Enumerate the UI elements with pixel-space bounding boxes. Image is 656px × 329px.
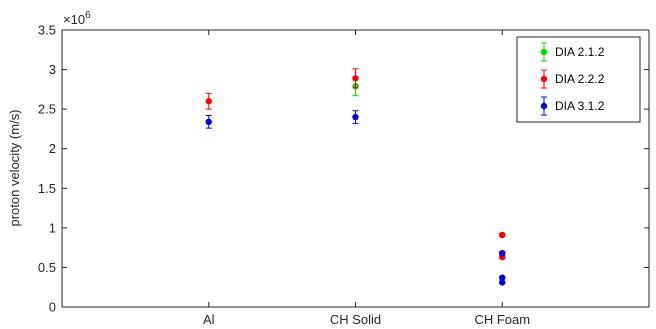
data-marker (499, 231, 506, 239)
y-axis-multiplier-base: ×10 (63, 12, 85, 27)
legend-item: DIA 3.1.2 (540, 96, 605, 116)
y-axis-label: proton velocity (m/s) (7, 109, 22, 226)
data-marker (499, 274, 506, 281)
legend: DIA 2.1.2 DIA 2.2.2 DIA 3.1.2 (516, 36, 641, 123)
legend-item: DIA 2.1.2 (540, 42, 605, 62)
y-tick-label: 2 (49, 141, 56, 156)
data-point (499, 279, 506, 286)
data-point (352, 68, 359, 89)
y-tick-label: 2.5 (38, 102, 56, 117)
data-point (205, 114, 212, 129)
data-markers (205, 68, 506, 286)
data-point (499, 249, 506, 257)
y-tick-label: 3.5 (38, 23, 56, 38)
data-point (499, 231, 506, 239)
data-marker (205, 118, 212, 126)
y-tick-label: 1 (49, 220, 56, 235)
data-point (352, 110, 359, 124)
y-tick-label: 1.5 (38, 181, 56, 196)
data-marker (499, 279, 506, 286)
x-tick-label: Al (203, 312, 215, 327)
legend-marker (540, 102, 548, 110)
legend-label: DIA 2.1.2 (555, 45, 605, 59)
x-axis-ticks: Al CH Solid CH Foam (203, 30, 530, 327)
data-marker (205, 98, 212, 105)
y-tick-label: 0 (49, 300, 56, 315)
data-point (499, 274, 506, 281)
data-point (205, 92, 212, 110)
legend-marker (540, 48, 548, 56)
y-axis-ticks: 0 0.5 1 1.5 2 2.5 3 3.5 (38, 23, 649, 315)
legend-label: DIA 3.1.2 (555, 99, 605, 113)
data-marker (499, 249, 506, 257)
x-tick-label: CH Solid (330, 312, 381, 327)
x-tick-label: CH Foam (474, 312, 530, 327)
y-axis-multiplier: ×106 (63, 10, 91, 27)
legend-label: DIA 2.2.2 (555, 72, 605, 86)
legend-item: DIA 2.2.2 (540, 69, 605, 89)
y-tick-label: 3 (49, 62, 56, 77)
data-marker (352, 75, 359, 82)
y-axis-multiplier-exponent: 6 (85, 10, 91, 21)
y-tick-label: 0.5 (38, 260, 56, 275)
data-marker (352, 113, 359, 121)
legend-box (516, 36, 641, 123)
legend-marker (540, 75, 548, 83)
